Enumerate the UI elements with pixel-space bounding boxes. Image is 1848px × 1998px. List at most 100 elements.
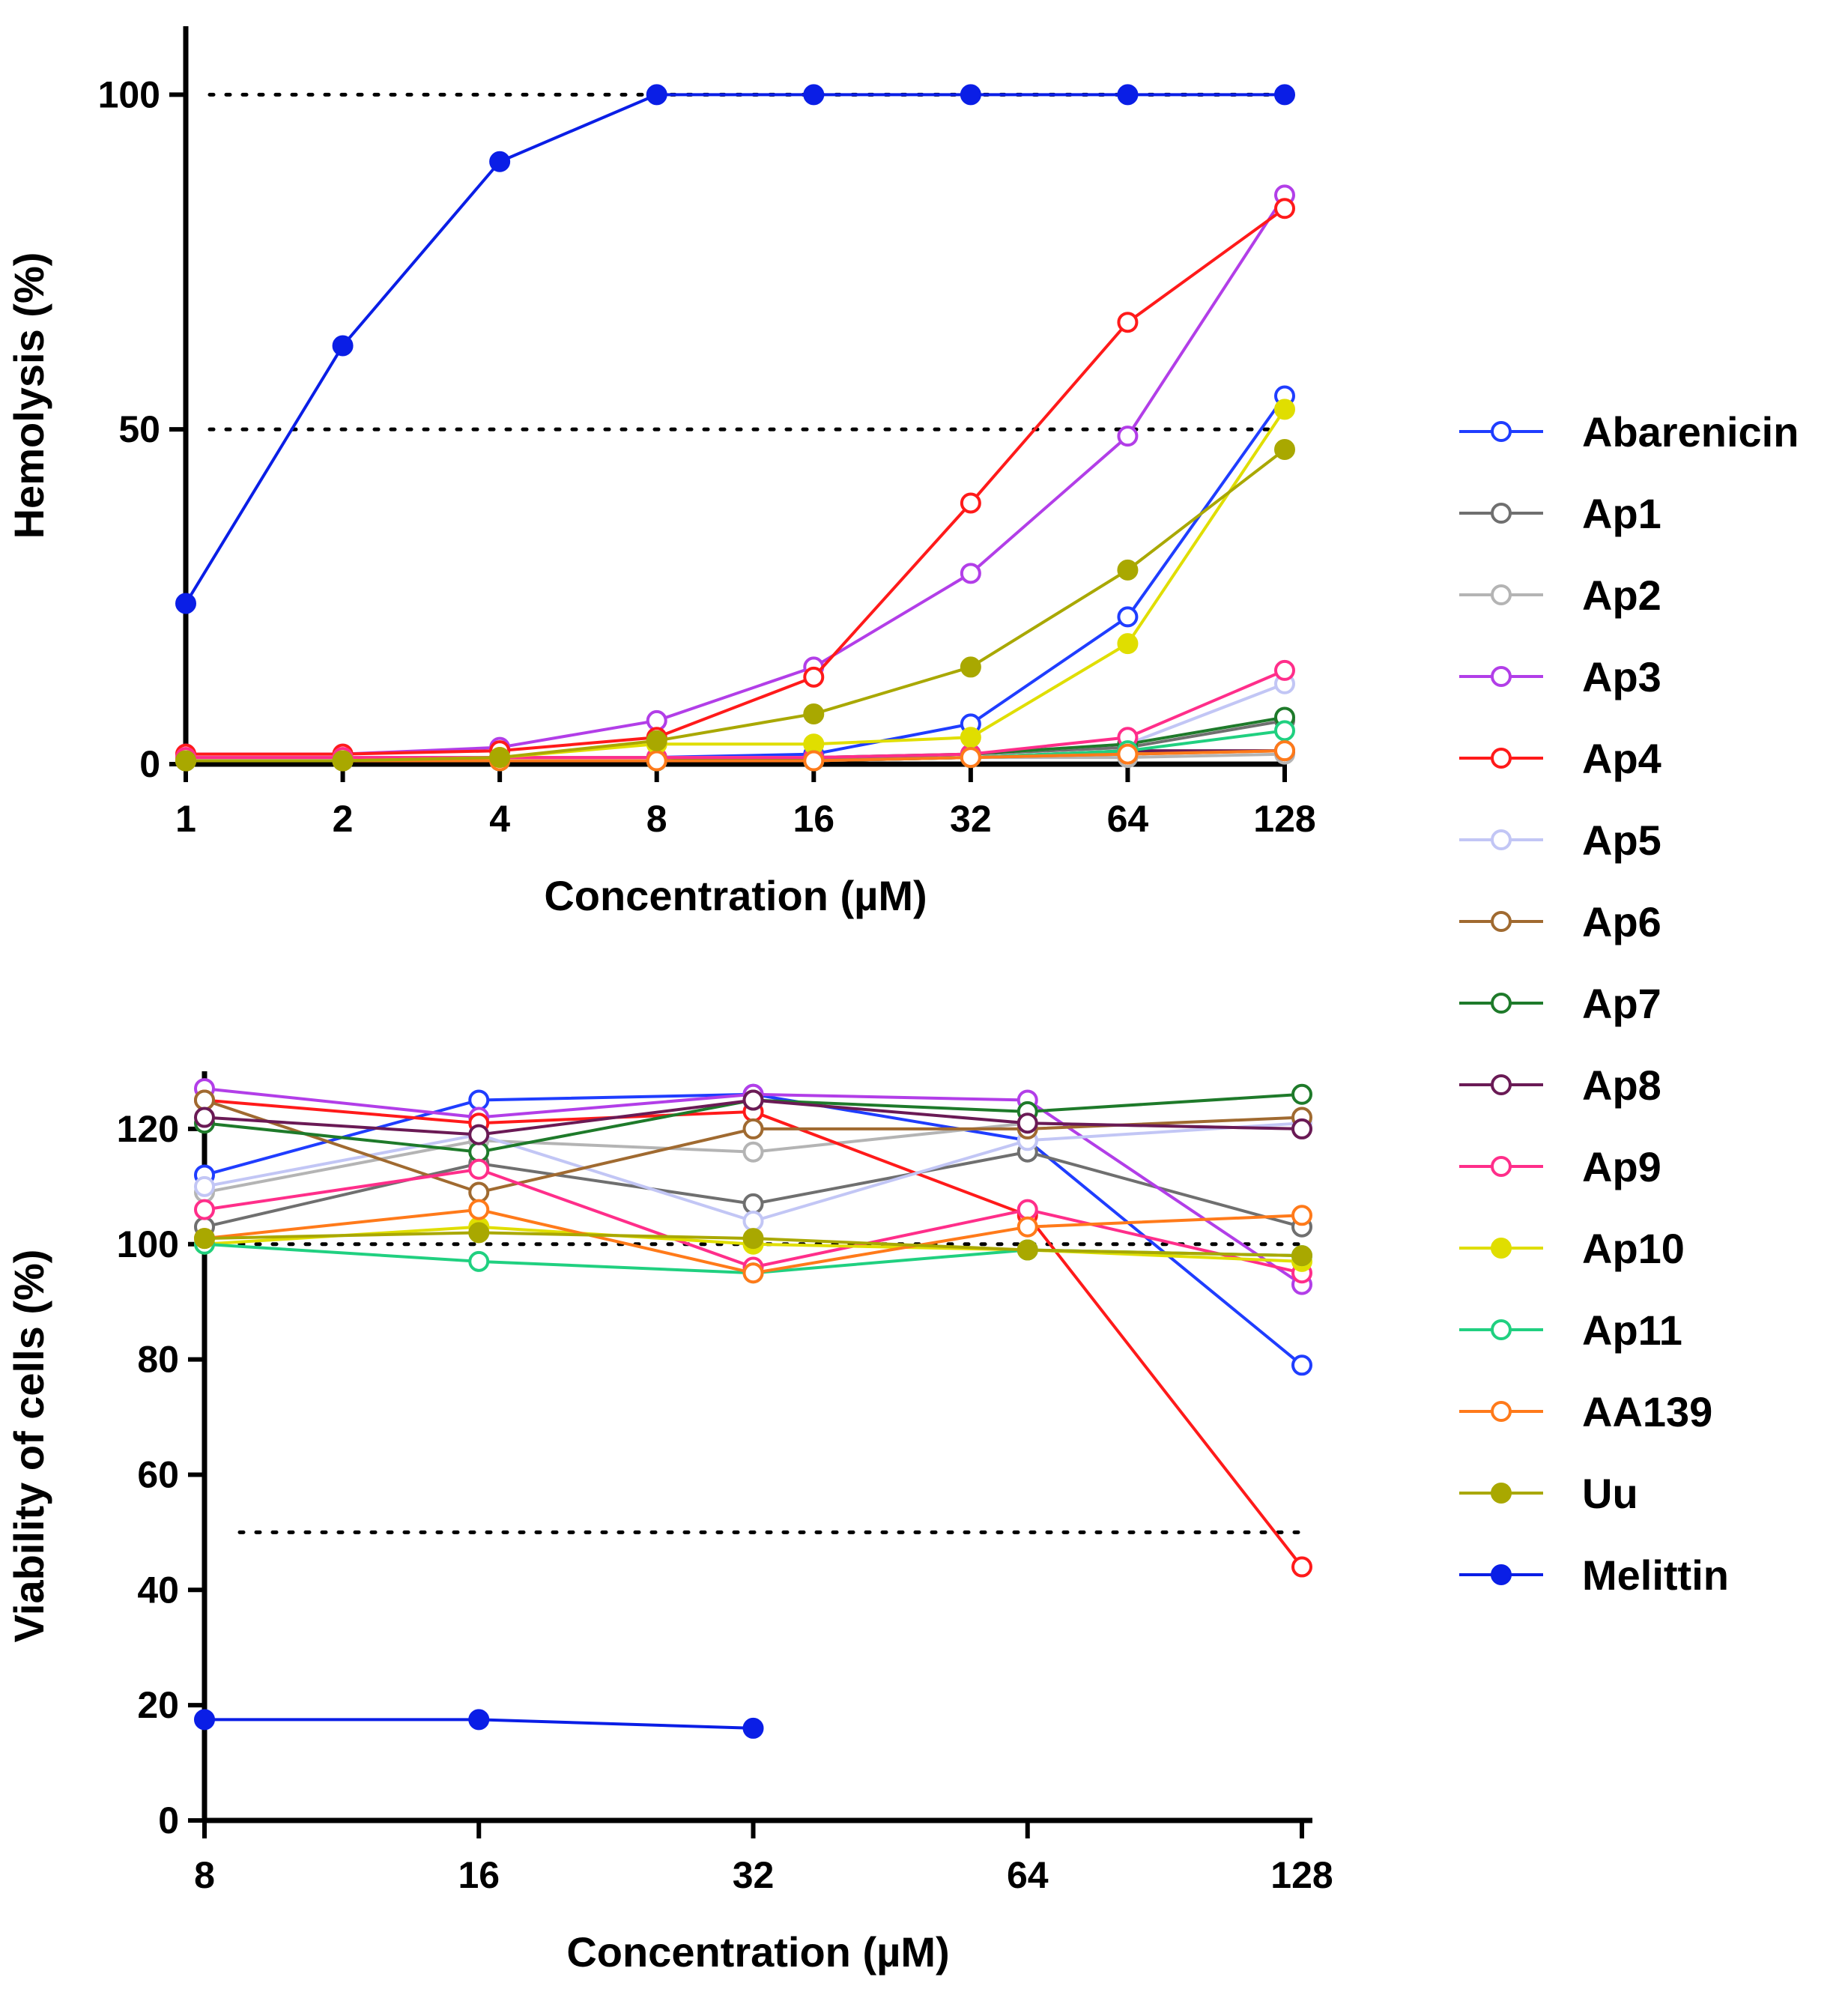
- legend-label: Ap4: [1582, 735, 1661, 782]
- data-point: [468, 1124, 490, 1145]
- data-point: [960, 747, 981, 769]
- legend-item-ap4: Ap4: [1459, 735, 1661, 782]
- legend-label: Abarenicin: [1582, 408, 1799, 455]
- legend-marker: [1491, 421, 1512, 442]
- x-axis-title: Concentration (µM): [544, 872, 927, 919]
- legend-marker: [1491, 1238, 1512, 1259]
- data-point: [1274, 740, 1295, 762]
- legend-item-ap2: Ap2: [1459, 572, 1661, 619]
- data-point: [803, 750, 825, 772]
- x-tick-label: 128: [1253, 798, 1315, 840]
- data-point: [742, 1717, 764, 1739]
- legend-marker: [1491, 1401, 1512, 1422]
- x-tick-label: 1: [175, 798, 196, 840]
- legend-marker: [1491, 993, 1512, 1014]
- data-point: [1017, 1239, 1038, 1261]
- legend-marker: [1491, 666, 1512, 687]
- legend-marker: [1491, 584, 1512, 605]
- data-point: [742, 1211, 764, 1232]
- legend-item-uu: Uu: [1459, 1470, 1638, 1517]
- data-point: [1274, 438, 1295, 460]
- series-line: [186, 194, 1286, 756]
- data-point: [1291, 1354, 1312, 1376]
- data-point: [742, 1228, 764, 1250]
- y-tick-label: 80: [137, 1339, 179, 1381]
- data-point: [1291, 1245, 1312, 1267]
- data-point: [468, 1089, 490, 1111]
- legend-marker: [1491, 1074, 1512, 1095]
- data-point: [1274, 399, 1295, 420]
- data-point: [1117, 84, 1139, 106]
- series-line: [204, 1098, 1303, 1568]
- x-tick-label: 64: [1007, 1854, 1049, 1896]
- legend-label: Ap1: [1582, 490, 1661, 537]
- data-point: [1017, 1112, 1038, 1134]
- data-point: [468, 1709, 490, 1731]
- data-point: [646, 750, 667, 772]
- data-point: [803, 703, 825, 724]
- data-point: [742, 1089, 764, 1111]
- legend-item-ap11: Ap11: [1459, 1307, 1682, 1354]
- legend-item-ap7: Ap7: [1459, 980, 1661, 1027]
- data-point: [1291, 1083, 1312, 1105]
- data-point: [332, 335, 354, 357]
- data-point: [1017, 1199, 1038, 1220]
- series-line: [186, 669, 1285, 760]
- legend-label: Uu: [1582, 1470, 1638, 1517]
- legend-marker: [1491, 503, 1512, 524]
- data-point: [175, 750, 196, 772]
- data-point: [1291, 1556, 1312, 1578]
- data-point: [468, 1250, 490, 1272]
- series-ap8: [194, 1089, 1312, 1145]
- legend-item-ap9: Ap9: [1459, 1143, 1661, 1190]
- legend-marker: [1491, 748, 1512, 769]
- data-point: [194, 1089, 215, 1111]
- data-point: [1117, 312, 1139, 333]
- x-tick-label: 2: [333, 798, 354, 840]
- data-point: [1117, 606, 1139, 628]
- data-point: [489, 747, 511, 769]
- series-ap3: [175, 184, 1295, 765]
- legend-label: Ap10: [1582, 1225, 1685, 1272]
- legend-item-ap1: Ap1: [1459, 490, 1661, 537]
- y-tick-label: 100: [117, 1223, 179, 1265]
- data-point: [1117, 633, 1139, 655]
- x-tick-label: 8: [194, 1854, 215, 1896]
- data-point: [194, 1175, 215, 1197]
- y-tick-label: 0: [158, 1799, 179, 1841]
- data-point: [468, 1199, 490, 1220]
- data-point: [646, 730, 667, 751]
- legend-item-ap6: Ap6: [1459, 898, 1661, 945]
- legend-label: Ap2: [1582, 572, 1661, 619]
- data-point: [194, 1709, 215, 1731]
- x-tick-label: 16: [793, 798, 834, 840]
- series-melittin: [175, 84, 1295, 614]
- data-point: [194, 1199, 215, 1220]
- data-point: [332, 750, 354, 772]
- series-uu: [175, 438, 1295, 772]
- data-point: [1274, 720, 1295, 742]
- legend-label: Ap3: [1582, 653, 1661, 700]
- legend-label: Ap8: [1582, 1062, 1661, 1109]
- legend-label: Melittin: [1582, 1552, 1729, 1599]
- legend-item-ap5: Ap5: [1459, 817, 1661, 864]
- x-tick-label: 16: [458, 1854, 500, 1896]
- data-point: [1291, 1118, 1312, 1139]
- data-point: [960, 84, 981, 106]
- series-ap10: [175, 399, 1295, 772]
- legend-marker: [1491, 911, 1512, 932]
- y-tick-label: 40: [137, 1569, 179, 1611]
- legend: Abarenicin Ap1 Ap2 Ap3 Ap4 Ap5 Ap6 Ap7 Ap8 Ap9 Ap1…: [1459, 408, 1799, 1599]
- data-point: [175, 593, 196, 614]
- y-tick-label: 120: [117, 1108, 179, 1150]
- legend-label: Ap5: [1582, 817, 1661, 864]
- series-uu: [194, 1222, 1312, 1267]
- viability-panel: 0 20 40 60 80 100 120 8 16 32 64 128 Concentration…: [5, 1071, 1333, 1976]
- data-point: [742, 1193, 764, 1214]
- data-point: [1291, 1205, 1312, 1226]
- data-point: [960, 492, 981, 514]
- x-axis-title: Concentration (µM): [566, 1928, 949, 1976]
- y-tick-label: 0: [139, 743, 160, 785]
- data-point: [1274, 659, 1295, 681]
